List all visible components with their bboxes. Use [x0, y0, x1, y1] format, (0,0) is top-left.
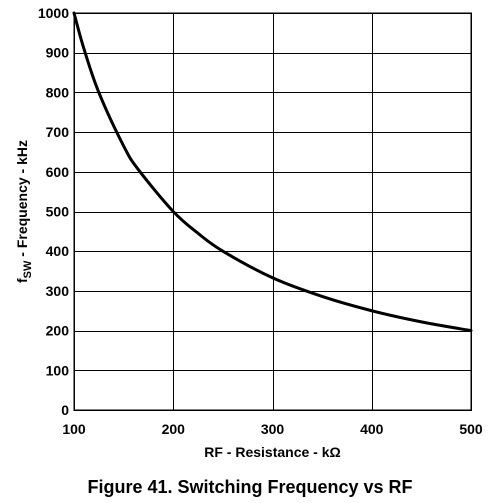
y-axis-title-suffix: - Frequency - kHz	[14, 140, 30, 261]
y-tick-label: 700	[46, 124, 70, 140]
x-tick-label: 400	[360, 421, 384, 437]
y-tick-label: 100	[46, 362, 70, 378]
y-axis-title-subscript: SW	[22, 260, 34, 278]
y-tick-label: 900	[46, 45, 70, 61]
y-tick-label: 400	[46, 243, 70, 259]
y-axis-title: fSW - Frequency - kHz	[14, 140, 34, 283]
y-axis-ticks: 0 100 200 300 400 500 600 700 800 900 1000	[38, 5, 69, 418]
y-axis-title-prefix: f	[14, 278, 30, 283]
y-tick-label: 200	[46, 323, 70, 339]
y-tick-label: 300	[46, 283, 70, 299]
y-tick-label: 600	[46, 164, 70, 180]
figure-caption: Figure 41. Switching Frequency vs RF	[87, 477, 412, 497]
y-tick-label: 800	[46, 84, 70, 100]
x-tick-label: 500	[459, 421, 483, 437]
x-tick-label: 100	[62, 421, 86, 437]
plot-area-frame	[73, 12, 472, 411]
y-tick-label: 1000	[38, 5, 69, 21]
series-group	[72, 11, 473, 333]
x-tick-label: 200	[162, 421, 186, 437]
y-tick-label: 500	[46, 204, 70, 220]
series-line-0	[72, 11, 473, 333]
x-axis-ticks: 100 200 300 400 500	[62, 421, 483, 437]
x-axis-title: RF - Resistance - kΩ	[204, 444, 341, 460]
x-tick-label: 300	[261, 421, 285, 437]
y-tick-label: 0	[61, 402, 69, 418]
grid	[74, 13, 472, 411]
